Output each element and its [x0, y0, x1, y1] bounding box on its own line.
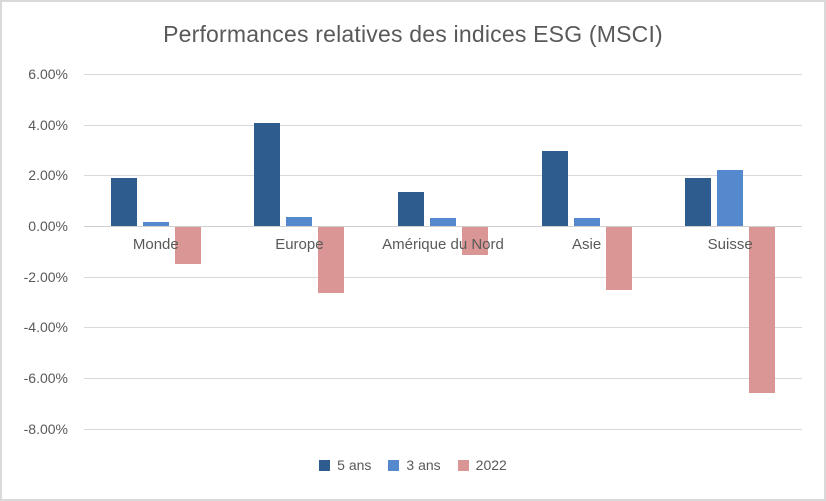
bar-5-ans-europe: [254, 123, 281, 226]
bar-2022-europe: [318, 227, 345, 293]
bar-2022-monde: [174, 227, 201, 264]
legend-swatch-2022: [457, 459, 469, 471]
chart-title: Performances relatives des indices ESG (…: [163, 21, 663, 47]
chart-legend: 5 ans 3 ans 2022: [2, 457, 824, 473]
x-axis-category-label: Suisse: [707, 236, 753, 253]
y-axis-tick-label: 4.00%: [28, 116, 68, 133]
x-axis-category-label: Amérique du Nord: [382, 236, 504, 253]
legend-swatch-5-ans: [319, 459, 331, 471]
y-axis-tick-label: -4.00%: [23, 319, 68, 336]
gridline: [84, 276, 802, 278]
gridline: [84, 226, 802, 227]
x-axis-category-label: Monde: [132, 236, 179, 253]
gridline: [84, 378, 802, 380]
legend-swatch-3-ans: [388, 459, 400, 471]
legend-item-2022: 2022: [457, 457, 507, 473]
gridline: [84, 428, 802, 430]
legend-item-5-ans: 5 ans: [319, 457, 371, 473]
legend-item-3-ans: 3 ans: [388, 457, 441, 473]
x-axis-category-label: Asie: [572, 236, 602, 253]
y-axis-tick-label: 2.00%: [28, 167, 68, 184]
gridline: [84, 327, 802, 329]
y-axis-tick-label: -6.00%: [23, 370, 68, 387]
bar-3-ans-suisse: [717, 170, 744, 226]
y-axis-tick-label: 6.00%: [28, 65, 68, 82]
gridline: [84, 73, 802, 75]
legend-label: 3 ans: [406, 457, 441, 473]
bar-5-ans-monde: [110, 177, 137, 226]
bar-3-ans-am-rique-du-nord: [430, 218, 456, 226]
y-axis-tick-label: -2.00%: [23, 268, 68, 285]
y-axis-tick-label: 0.00%: [28, 218, 68, 234]
bar-5-ans-suisse: [685, 177, 712, 226]
bar-2022-asie: [605, 227, 632, 291]
bar-5-ans-asie: [541, 151, 568, 226]
legend-label: 5 ans: [337, 457, 372, 473]
bar-5-ans-am-rique-du-nord: [398, 191, 424, 226]
x-axis-category-label: Europe: [275, 236, 324, 253]
bar-2022-suisse: [749, 227, 776, 394]
gridline: [84, 124, 802, 126]
bar-2022-am-rique-du-nord: [462, 227, 488, 255]
bar-3-ans-asie: [573, 218, 600, 226]
bar-3-ans-europe: [286, 217, 313, 226]
legend-label: 2022: [475, 457, 507, 473]
gridline: [84, 175, 802, 177]
y-axis-tick-label: -8.00%: [23, 420, 68, 437]
bar-3-ans-monde: [142, 222, 169, 226]
